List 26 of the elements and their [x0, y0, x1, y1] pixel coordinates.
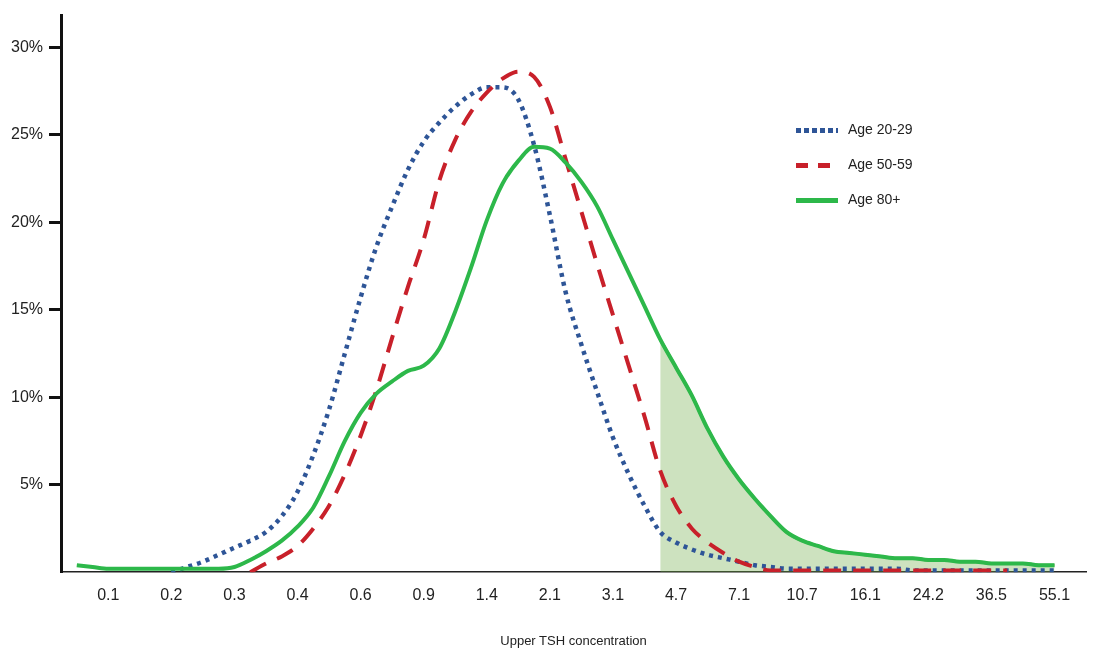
x-tick-label: 3.1	[601, 586, 625, 604]
x-tick-label: 0.4	[286, 586, 309, 604]
x-tick-label: 0.1	[97, 586, 120, 604]
legend-label: Age 50-59	[848, 156, 913, 173]
x-tick-label: 55.1	[1038, 586, 1071, 604]
x-tick-label: 0.2	[160, 586, 183, 604]
x-tick-label: 4.7	[664, 586, 688, 604]
x-tick-label: 0.3	[223, 586, 246, 604]
x-tick-label: 0.6	[349, 586, 372, 604]
x-axis-title: Upper TSH concentration	[500, 632, 647, 648]
legend-label: Age 80+	[848, 191, 901, 208]
x-tick-label: 1.4	[475, 586, 498, 604]
x-tick-label: 10.7	[786, 586, 818, 604]
legend-label: Age 20-29	[848, 121, 913, 138]
x-tick-label: 36.5	[975, 586, 1008, 604]
y-tick-label: 15%	[10, 300, 44, 318]
x-tick-label: 24.2	[912, 586, 944, 604]
x-tick-label: 7.1	[727, 586, 751, 604]
x-tick-label: 16.1	[849, 586, 881, 604]
y-tick-label: 10%	[10, 387, 44, 405]
y-tick-label: 25%	[10, 125, 44, 143]
x-tick-label: 2.1	[538, 586, 562, 604]
x-tick-label: 0.9	[412, 586, 435, 604]
y-tick-label: 5%	[19, 475, 44, 493]
y-tick-label: 30%	[10, 37, 44, 55]
y-tick-label: 20%	[10, 212, 44, 230]
